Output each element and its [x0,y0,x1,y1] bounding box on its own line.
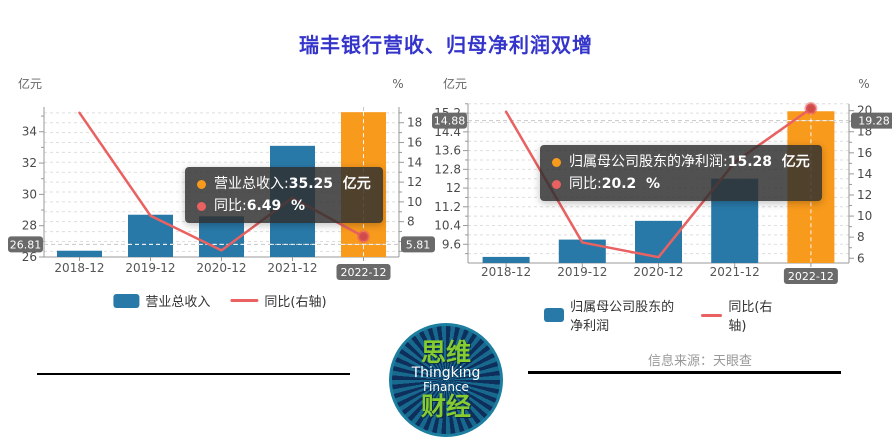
right-axis-pointer-value: 5.81 [406,238,431,251]
divider-left [37,373,350,375]
bar-2019-12[interactable] [128,214,173,257]
right-axis-tick-label: 14 [407,155,422,169]
legend-profit-chart: 归属母公司股东的净利润 同比(右轴) [544,296,776,334]
left-axis-tick-label: 13.6 [434,144,461,158]
tooltip-row: 同比: 6.49 % [197,195,371,217]
x-axis-pointer-badge-label: 2022-12 [788,270,834,283]
right-axis-pointer-badge [851,112,892,129]
tooltip-series-marker [197,179,206,189]
tooltip-series-marker [552,179,561,189]
x-axis-label-2021-12: 2021-12 [267,261,317,275]
x-axis-pointer-badge [336,264,391,280]
x-axis-label-2021-12: 2021-12 [710,265,760,279]
left-axis-tick-label: 10.4 [434,219,461,233]
x-axis-label-2020-12: 2020-12 [196,261,246,275]
left-axis-tick-label: 12 [446,181,461,195]
tooltip-series-marker [552,157,561,167]
tooltip-series-label: 同比: [569,176,602,192]
right-axis-tick-label: 10 [857,209,872,223]
x-axis-label-2018-12: 2018-12 [481,265,531,279]
thinking-finance-logo: 思维 Thingking Finance 财经 [389,323,503,437]
right-axis-tick-label: 8 [857,230,865,244]
tooltip-series-value: 6.49 % [246,198,306,214]
x-axis-label-2020-12: 2020-12 [633,265,683,279]
tooltip-row: 营业总收入: 35.25 亿元 [197,173,371,195]
bar-2018-12[interactable] [482,256,530,263]
logo-text-cn-top: 思维 [420,338,471,367]
tooltip-series-value: 15.28 亿元 [727,154,810,170]
tooltip-series-marker [197,201,206,211]
bar-2018-12[interactable] [57,250,102,257]
left-axis-tick-label: 11.2 [434,200,461,214]
highlight-dot[interactable] [804,102,818,116]
logo-text-en-2: Finance [423,380,469,394]
left-axis-tick-label: 32 [22,156,37,170]
left-axis-pointer-badge [432,112,467,129]
right-axis-tick-label: 16 [407,136,422,150]
right-axis-tick-label: 16 [857,146,872,160]
logo-text-cn-bottom: 财经 [420,392,471,421]
left-axis-tick-label: 26 [22,250,37,264]
page-title: 瑞丰银行营收、归母净利润双增 [299,33,593,57]
legend-line-swatch [700,313,723,317]
right-axis-tick-label: 12 [407,175,422,189]
legend-label: 归属母公司股东的净利润 [570,300,675,334]
x-axis-label-2018-12: 2018-12 [54,261,104,275]
right-axis-pointer-value: 19.28 [858,115,890,128]
legend-item-bar[interactable]: 归属母公司股东的净利润 [544,296,681,334]
right-axis-title: % [858,77,869,91]
tooltip-row: 同比: 20.2 % [552,173,810,195]
left-axis-title: 亿元 [18,76,42,91]
source-text: 信息来源：天眼查 [647,354,752,369]
legend-bar-swatch [544,308,565,322]
left-axis-title: 亿元 [443,76,467,91]
tooltip-profit-chart: 归属母公司股东的净利润: 15.28 亿元 同比: 20.2 % [540,145,822,201]
legend-item-bar[interactable]: 营业总收入 [113,291,210,310]
right-axis-tick-label: 18 [407,116,422,130]
legend-line-swatch [230,299,259,302]
highlight-dot[interactable] [357,230,370,244]
left-axis-pointer-badge [8,236,43,253]
legend-label: 同比(右轴) [728,300,773,334]
right-axis-tick-label: 10 [407,195,422,209]
left-axis-tick-label: 9.6 [442,237,461,251]
legend-item-line[interactable]: 同比(右轴) [700,296,776,334]
legend-label: 同比(右轴) [264,295,327,310]
x-axis-label-2019-12: 2019-12 [125,261,175,275]
logo-text-en-1: Thingking [411,365,481,381]
tooltip-series-label: 营业总收入: [214,176,289,192]
left-axis-pointer-value: 14.88 [434,115,466,128]
tooltip-series-label: 归属母公司股东的净利润: [569,154,728,170]
left-axis-pointer-value: 26.81 [10,238,42,251]
x-axis-pointer-badge [783,268,838,284]
right-axis-pointer-badge [401,236,435,253]
left-axis-tick-label: 12.8 [434,162,461,176]
right-axis-tick-label: 6 [857,251,865,265]
right-axis-tick-label: 12 [857,188,872,202]
right-axis-tick-label: 14 [857,167,872,181]
right-axis-title: % [392,77,403,91]
divider-right [528,371,841,374]
left-axis-tick-label: 28 [22,219,37,233]
x-axis-pointer-badge-label: 2022-12 [341,266,387,279]
tooltip-series-value: 20.2 % [601,176,661,192]
right-axis-tick-label: 8 [407,215,415,229]
left-axis-tick-label: 34 [22,125,37,139]
legend-bar-swatch [113,293,140,308]
tooltip-revenue-chart: 营业总收入: 35.25 亿元 同比: 6.49 % [185,167,383,223]
tooltip-series-value: 35.25 亿元 [288,176,371,192]
tooltip-row: 归属母公司股东的净利润: 15.28 亿元 [552,151,810,173]
legend-revenue-chart: 营业总收入 同比(右轴) [113,291,327,310]
left-axis-tick-label: 30 [22,187,37,201]
x-axis-label-2019-12: 2019-12 [557,265,607,279]
legend-item-line[interactable]: 同比(右轴) [230,291,327,310]
legend-label: 营业总收入 [145,295,211,310]
tooltip-series-label: 同比: [214,198,247,214]
